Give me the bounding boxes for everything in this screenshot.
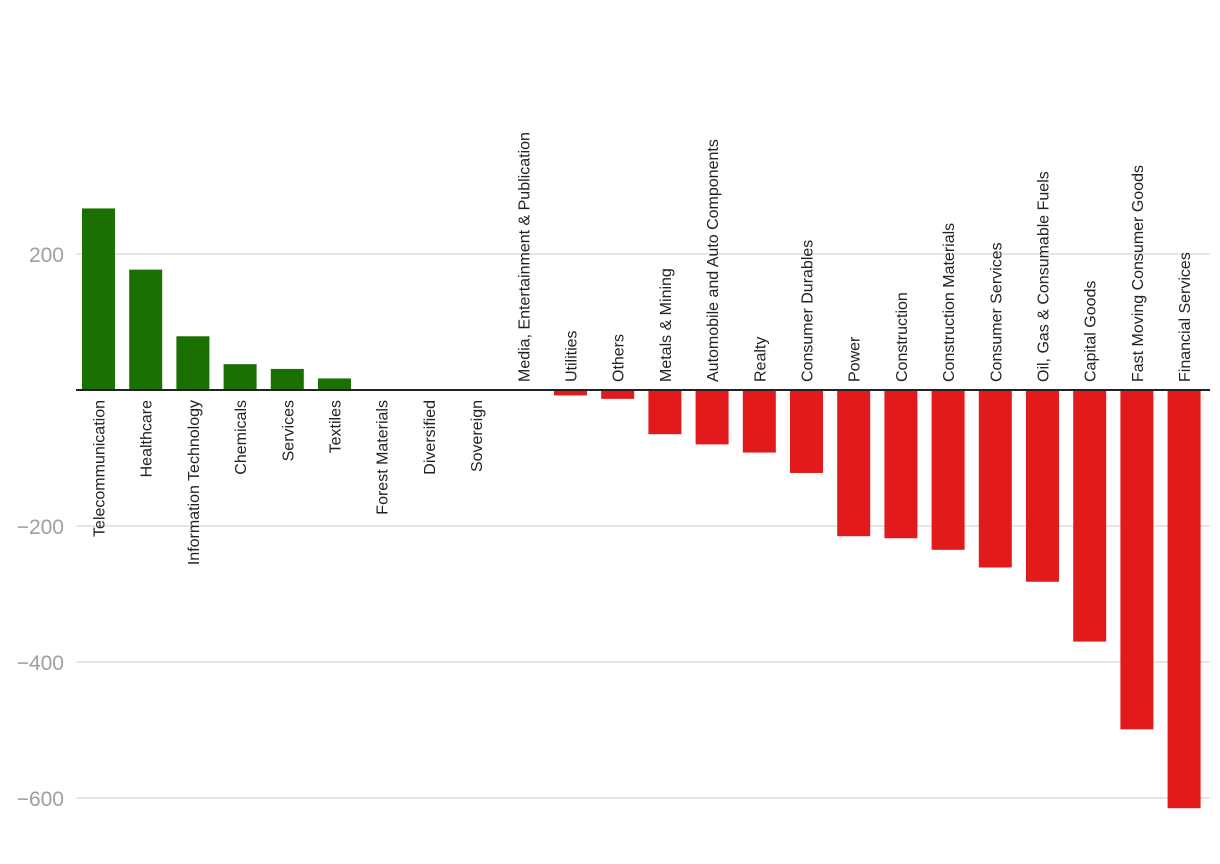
bar <box>1073 390 1107 642</box>
x-category-label: Textiles <box>328 400 345 453</box>
x-category-label: Chemicals <box>233 400 250 475</box>
x-category-label: Diversified <box>422 400 439 475</box>
bars <box>82 208 1201 809</box>
y-tick-label: 200 <box>29 244 64 267</box>
x-category-label: Consumer Durables <box>800 240 817 382</box>
bar <box>129 269 163 390</box>
bar <box>1120 390 1154 730</box>
x-category-label: Financial Services <box>1177 252 1194 382</box>
x-category-label: Media, Entertainment & Publication <box>516 132 533 382</box>
bar <box>601 390 635 399</box>
y-axis-ticks: 200 −200 −400 −600 <box>17 244 64 811</box>
y-tick-label: −200 <box>17 516 64 539</box>
x-category-label: Power <box>847 336 864 382</box>
bar <box>742 390 776 453</box>
bar <box>176 336 210 390</box>
bar <box>790 390 823 473</box>
gridlines <box>76 253 1210 799</box>
bar <box>223 364 257 390</box>
bar <box>978 390 1012 568</box>
x-category-label: Healthcare <box>139 400 156 477</box>
x-category-label: Sovereign <box>469 400 486 472</box>
category-labels: Telecommunication Healthcare Information T… <box>92 132 1195 565</box>
bar <box>82 208 115 390</box>
x-category-label: Others <box>611 334 628 382</box>
x-category-label: Metals & Mining <box>658 268 675 382</box>
bar <box>648 390 682 435</box>
x-category-label: Utilities <box>564 330 581 382</box>
x-category-label: Automobile and Auto Components <box>705 139 722 382</box>
x-category-label: Oil, Gas & Consumable Fuels <box>1036 171 1053 382</box>
bar <box>931 390 965 550</box>
x-category-label: Realty <box>752 337 769 382</box>
x-category-label: Services <box>280 400 297 461</box>
x-category-label: Capital Goods <box>1083 281 1100 382</box>
x-category-label: Construction Materials <box>941 223 958 382</box>
x-category-label: Fast Moving Consumer Goods <box>1130 165 1147 382</box>
y-tick-label: −600 <box>17 788 64 811</box>
x-category-label: Construction <box>894 292 911 382</box>
x-category-label: Information Technology <box>186 400 203 565</box>
x-category-label: Telecommunication <box>92 400 109 537</box>
bar <box>695 390 729 445</box>
bar <box>270 368 304 390</box>
bar <box>1167 390 1201 809</box>
bar <box>318 378 351 390</box>
bar <box>837 390 871 537</box>
x-category-label: Forest Materials <box>375 400 392 515</box>
bar <box>1026 390 1059 582</box>
bar <box>554 390 587 396</box>
y-tick-label: −400 <box>17 652 64 675</box>
x-category-label: Consumer Services <box>988 242 1005 382</box>
bar <box>884 390 918 539</box>
